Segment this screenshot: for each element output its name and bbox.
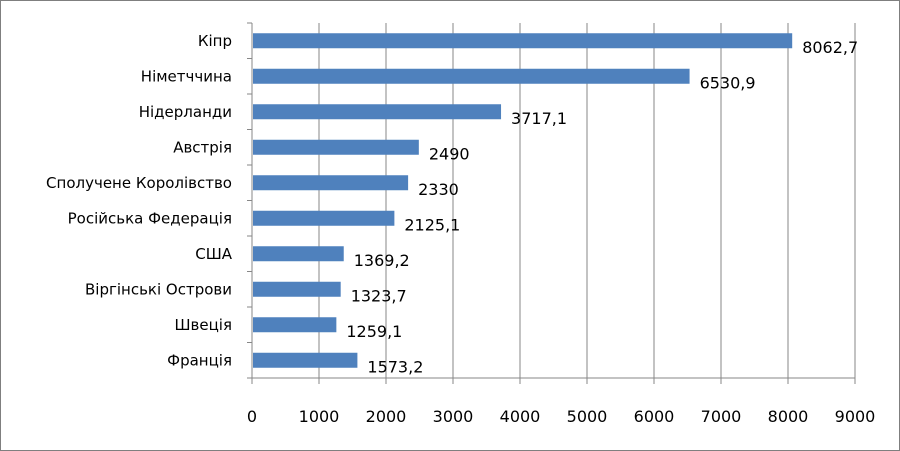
labels: 0 1000 2000 3000 4000 5000 6000 7000 8000 9000 Кіп… — [46, 32, 875, 426]
value-label: 2125,1 — [404, 215, 460, 234]
x-tick-label: 8000 — [768, 407, 809, 426]
x-tick-label: 1000 — [299, 407, 340, 426]
category-label: Російська Федерація — [68, 209, 232, 227]
bar — [253, 246, 344, 262]
bar — [253, 104, 502, 120]
category-label: Віргінські Острови — [85, 280, 232, 298]
category-label: Швеція — [174, 316, 232, 334]
value-label: 2490 — [429, 144, 470, 163]
x-tick-label: 3000 — [433, 407, 474, 426]
bar — [253, 317, 337, 333]
value-label: 1323,7 — [351, 286, 407, 305]
x-tick-label: 0 — [247, 407, 257, 426]
value-label: 8062,7 — [802, 38, 858, 57]
value-label: 2330 — [418, 180, 459, 199]
bars — [253, 33, 793, 368]
category-label: Франція — [167, 351, 232, 369]
x-tick-label: 4000 — [500, 407, 541, 426]
category-label: Кіпр — [198, 32, 232, 50]
bar — [253, 68, 690, 84]
value-label: 6530,9 — [700, 73, 756, 92]
value-label: 1259,1 — [346, 322, 402, 341]
category-label: США — [195, 245, 233, 263]
bar — [253, 281, 341, 297]
value-label: 3717,1 — [511, 109, 567, 128]
axes — [247, 22, 856, 384]
bar — [253, 352, 358, 368]
x-tick-label: 5000 — [567, 407, 608, 426]
bar — [253, 139, 419, 155]
category-label: Нідерланди — [139, 103, 232, 121]
bar — [253, 210, 395, 226]
x-tick-label: 7000 — [701, 407, 742, 426]
x-tick-label: 6000 — [634, 407, 675, 426]
category-label: Австрія — [173, 138, 232, 156]
category-label: Німетччина — [141, 67, 232, 85]
x-tick-label: 2000 — [366, 407, 407, 426]
value-label: 1573,2 — [367, 357, 423, 376]
category-label: Сполучене Королівство — [46, 174, 232, 192]
x-tick-label: 9000 — [835, 407, 876, 426]
bar — [253, 33, 793, 49]
bar — [253, 175, 409, 191]
value-label: 1369,2 — [354, 251, 410, 270]
